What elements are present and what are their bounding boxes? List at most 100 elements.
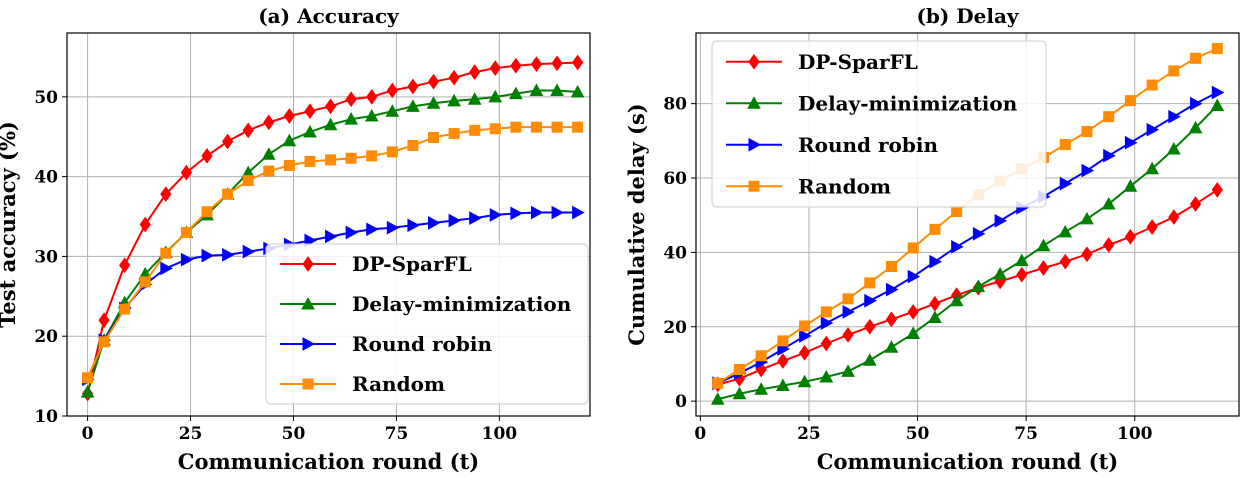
data-point [1081, 246, 1093, 263]
accuracy-chart: 0 25 50 75 100 10 20 30 40 50 (a) Accuracy Communic… [0, 4, 591, 474]
x-tick-label: 25 [797, 424, 821, 444]
data-point [951, 239, 964, 254]
data-point [862, 353, 877, 366]
legend-marker [302, 378, 314, 390]
data-point [907, 269, 921, 284]
plot-frame [66, 32, 591, 417]
data-point [929, 295, 941, 312]
data-point [885, 261, 897, 273]
data-point [994, 213, 1008, 228]
data-point [754, 382, 769, 395]
data-point [1168, 209, 1180, 225]
data-point [304, 103, 316, 120]
data-point [160, 186, 172, 203]
data-point [82, 372, 94, 384]
x-tick-label: 0 [694, 424, 706, 444]
data-point [386, 146, 398, 158]
data-point [467, 92, 482, 105]
data-point [842, 327, 854, 343]
legend-label: Delay-minimization [352, 292, 572, 316]
legend: DP-SparFL Delay-minimization Round robin Ra… [265, 243, 589, 405]
data-point [325, 229, 338, 244]
data-point [427, 73, 440, 90]
legend-item-round-robin: Round robin [280, 332, 492, 356]
data-point [530, 121, 542, 133]
data-point [510, 57, 522, 74]
data-point [222, 247, 235, 262]
data-point [929, 254, 942, 269]
data-point [797, 374, 812, 388]
data-point [551, 205, 565, 220]
data-point [1036, 238, 1051, 252]
data-point [529, 83, 544, 96]
legend-item-random: Random [280, 372, 445, 396]
data-point [710, 392, 725, 405]
data-point [712, 377, 724, 389]
data-point [180, 164, 193, 181]
data-point [777, 353, 789, 369]
data-point [98, 336, 110, 348]
data-point [1146, 122, 1160, 137]
data-point [489, 60, 501, 76]
data-point [1124, 135, 1138, 150]
data-point [1080, 211, 1094, 225]
data-point [323, 117, 338, 131]
data-point [364, 108, 379, 122]
data-point [447, 93, 461, 107]
data-point [1103, 111, 1115, 123]
data-point [469, 124, 481, 136]
data-point [385, 104, 400, 117]
x-tick-label: 75 [1014, 424, 1038, 444]
data-point [906, 326, 921, 339]
data-point [732, 386, 747, 400]
data-point [509, 86, 523, 100]
data-point [160, 261, 173, 276]
data-point [303, 124, 317, 138]
series-dp-sparfl [712, 182, 1223, 393]
data-point [1058, 224, 1073, 238]
data-point [864, 318, 876, 335]
data-point [139, 216, 151, 233]
data-point [798, 344, 811, 361]
data-point [907, 304, 919, 320]
y-tick-label: 40 [663, 243, 687, 263]
data-point [1081, 126, 1093, 138]
data-point [242, 244, 256, 259]
data-point [180, 252, 194, 267]
data-point [1103, 148, 1116, 163]
y-axis-label: Test accuracy (%) [0, 121, 20, 328]
data-point [344, 112, 358, 125]
data-point [407, 140, 419, 152]
data-point [242, 175, 254, 187]
legend-item-dp-sparfl: DP-SparFL [280, 252, 472, 276]
data-point [448, 213, 462, 228]
data-point [1101, 197, 1116, 210]
data-point [864, 277, 876, 289]
data-point [469, 211, 482, 225]
data-point [1168, 109, 1181, 124]
data-point [510, 121, 522, 133]
y-tick-label: 60 [663, 169, 687, 189]
delay-chart: 0 25 50 75 100 0 20 40 60 80 (b) Delay Communicatio… [624, 4, 1240, 474]
legend-item-random: Random [726, 174, 891, 198]
data-point [1059, 253, 1071, 270]
chart-title: (a) Accuracy [258, 4, 400, 28]
data-point [1211, 85, 1225, 100]
data-point [1037, 260, 1050, 276]
y-tick-label: 80 [663, 95, 687, 115]
legend-label: Round robin [798, 133, 938, 157]
data-point [345, 91, 357, 108]
legend-marker [302, 256, 314, 272]
x-axis-label: Communication round (t) [178, 449, 480, 474]
data-point [201, 248, 215, 263]
data-point [550, 83, 564, 96]
legend-item-dp-sparfl: DP-SparFL [726, 50, 918, 74]
data-point [263, 165, 275, 177]
data-point [1210, 98, 1225, 112]
data-point [366, 222, 379, 237]
x-tick-label: 25 [179, 424, 203, 444]
data-point [283, 108, 295, 124]
data-point [488, 89, 503, 103]
data-point [1145, 161, 1159, 175]
